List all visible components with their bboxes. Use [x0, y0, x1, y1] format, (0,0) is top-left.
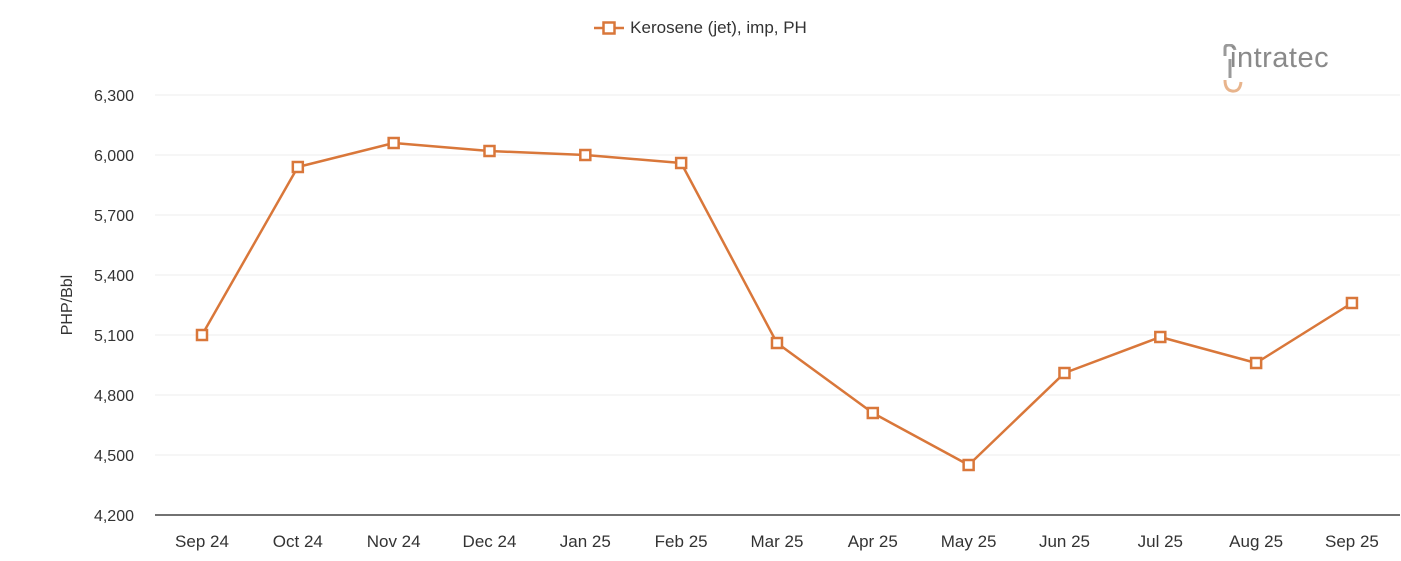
x-tick-label: Apr 25 — [848, 532, 898, 551]
x-tick-label: Sep 24 — [175, 532, 229, 551]
data-point-marker[interactable] — [674, 156, 688, 170]
y-axis-ticks: 4,200 4,500 4,800 5,100 5,400 5,700 6,000 6,300 — [94, 88, 134, 525]
x-tick-label: Mar 25 — [751, 532, 804, 551]
x-tick-label: May 25 — [941, 532, 997, 551]
data-point-marker[interactable] — [962, 458, 975, 472]
series-line-kerosene — [200, 141, 1353, 467]
y-tick-label: 6,300 — [94, 88, 134, 105]
x-tick-label: Jan 25 — [560, 532, 611, 551]
y-axis-title: PHP/Bbl — [59, 275, 76, 335]
legend-line-marker-icon — [594, 21, 625, 35]
y-tick-label: 5,700 — [94, 208, 134, 225]
data-point-marker[interactable] — [483, 144, 496, 158]
data-point-marker[interactable] — [387, 136, 400, 150]
logo-text: intratec — [1230, 42, 1330, 74]
data-point-marker[interactable] — [1058, 366, 1071, 380]
y-tick-label: 5,100 — [94, 328, 134, 345]
x-tick-label: Nov 24 — [367, 532, 421, 551]
data-point-marker[interactable] — [579, 148, 592, 162]
legend: Kerosene (jet), imp, PH — [0, 18, 1401, 40]
data-point-marker[interactable] — [1249, 356, 1263, 370]
x-tick-label: Jun 25 — [1039, 532, 1090, 551]
x-tick-label: Dec 24 — [463, 532, 517, 551]
y-tick-label: 6,000 — [94, 148, 134, 165]
legend-label: Kerosene (jet), imp, PH — [630, 18, 807, 37]
x-tick-label: Jul 25 — [1138, 532, 1183, 551]
x-tick-label: Aug 25 — [1229, 532, 1283, 551]
x-axis-ticks: Sep 24 Oct 24 Nov 24 Dec 24 Jan 25 Feb 25 Mar … — [175, 532, 1379, 551]
intratec-logo-icon — [1223, 44, 1243, 93]
data-point-marker[interactable] — [1154, 330, 1167, 344]
gridlines — [155, 94, 1400, 456]
y-tick-label: 5,400 — [94, 268, 134, 285]
x-tick-label: Oct 24 — [273, 532, 323, 551]
series-markers — [195, 136, 1359, 472]
y-tick-label: 4,500 — [94, 448, 134, 465]
x-tick-label: Sep 25 — [1325, 532, 1379, 551]
y-tick-label: 4,800 — [94, 388, 134, 405]
data-point-marker[interactable] — [291, 160, 305, 174]
x-tick-label: Feb 25 — [655, 532, 708, 551]
legend-entry[interactable]: Kerosene (jet), imp, PH — [594, 18, 807, 38]
y-tick-label: 4,200 — [94, 508, 134, 525]
data-point-marker[interactable] — [195, 328, 209, 342]
data-point-marker[interactable] — [770, 336, 784, 350]
data-point-marker[interactable] — [866, 406, 880, 420]
data-point-marker[interactable] — [1345, 296, 1359, 310]
